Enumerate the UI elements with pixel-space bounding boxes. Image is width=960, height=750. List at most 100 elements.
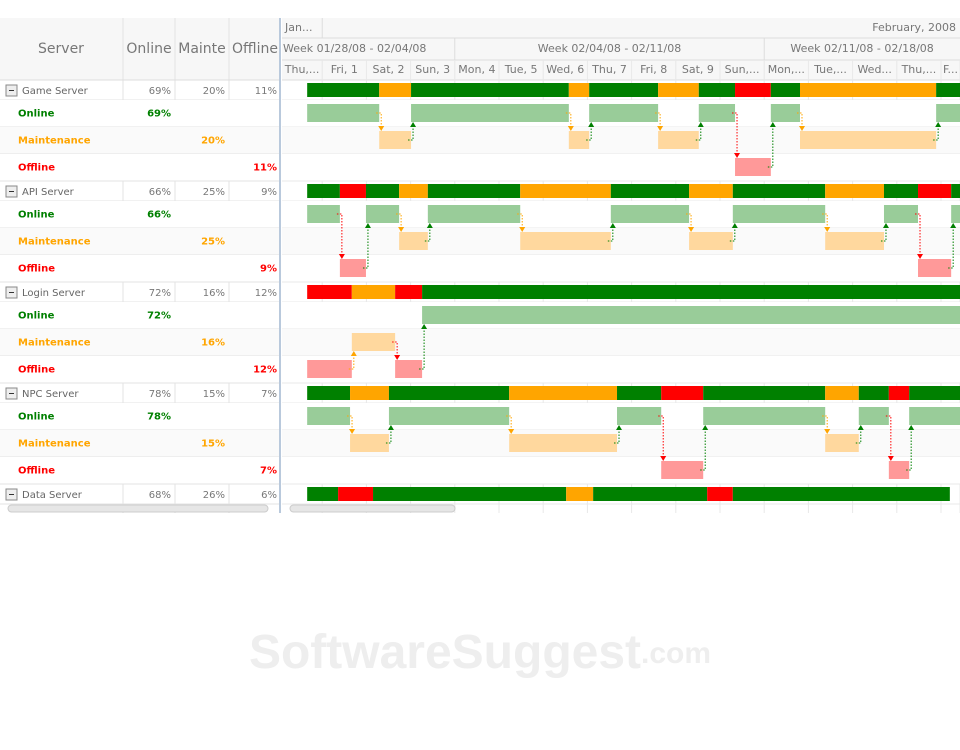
server-name: Data Server	[22, 490, 83, 501]
dependency-arrow	[688, 227, 695, 232]
summary-bar	[307, 285, 352, 299]
summary-bar	[909, 386, 960, 400]
server-name: Game Server	[22, 86, 89, 97]
column-header: Online	[126, 41, 171, 57]
day-label: Sat, 9	[682, 63, 714, 76]
row-bg	[282, 154, 960, 181]
summary-bar	[689, 184, 733, 198]
detail-bar	[909, 407, 960, 425]
summary-bar	[610, 184, 690, 198]
server-percent: 69%	[149, 86, 171, 97]
watermark-suffix: .com	[641, 637, 711, 670]
dependency-arrow	[887, 456, 894, 461]
column-header: Mainte	[178, 41, 226, 57]
week-label: Week 02/04/08 - 02/11/08	[538, 42, 681, 55]
row-bg	[0, 201, 280, 228]
state-value: 15%	[201, 439, 225, 450]
summary-bar	[617, 386, 662, 400]
detail-bar	[698, 104, 736, 122]
dependency-arrow	[421, 324, 428, 329]
watermark: SoftwareSuggest.com	[249, 626, 711, 679]
summary-bar	[800, 83, 937, 97]
dependency-arrow	[394, 355, 401, 360]
state-label: Maintenance	[18, 136, 91, 147]
day-label: Thu,...	[901, 63, 937, 76]
summary-bar	[338, 487, 374, 501]
dependency-arrow	[824, 227, 831, 232]
timeline-scrollbar[interactable]	[289, 504, 456, 513]
detail-bar	[888, 461, 910, 479]
dependency-arrow	[734, 153, 741, 158]
detail-bar	[735, 158, 771, 176]
timeline: Jan... February, 2008 Week 01/28/08 - 02/0…	[282, 18, 960, 513]
detail-bar	[825, 232, 884, 250]
summary-bar	[658, 83, 699, 97]
row-bg	[0, 403, 280, 430]
row-bg	[0, 457, 280, 484]
detail-bar	[568, 131, 590, 149]
server-name: NPC Server	[22, 389, 79, 400]
state-label: Online	[18, 109, 55, 120]
server-percent: 16%	[203, 288, 225, 299]
summary-bar	[307, 184, 340, 198]
detail-bar	[825, 434, 859, 452]
detail-bar	[307, 104, 380, 122]
state-value: 78%	[147, 412, 171, 423]
week-label: Week 02/11/08 - 02/18/08	[790, 42, 933, 55]
row-bg	[282, 457, 960, 484]
summary-bar	[422, 285, 960, 299]
detail-bar	[883, 205, 919, 223]
day-label: Mon,...	[768, 63, 805, 76]
dependency-arrow	[426, 223, 433, 228]
summary-bar	[825, 184, 884, 198]
grid-scrollbar[interactable]	[7, 504, 269, 513]
dependency-arrow	[588, 122, 595, 127]
detail-bar	[307, 360, 352, 378]
summary-bar	[936, 83, 960, 97]
dependency-arrow	[616, 425, 623, 430]
summary-bar	[707, 487, 733, 501]
dependency-arrow	[378, 126, 385, 131]
server-name: API Server	[22, 187, 75, 198]
summary-bar	[918, 184, 952, 198]
dependency-arrow	[950, 223, 957, 228]
detail-bar	[411, 104, 569, 122]
summary-bar	[373, 487, 567, 501]
detail-bar	[770, 104, 801, 122]
timeline-header-bg	[282, 18, 960, 80]
summary-bar	[307, 487, 339, 501]
dependency-arrow	[917, 254, 924, 259]
detail-bar	[918, 259, 952, 277]
column-header: Server	[38, 41, 84, 57]
dependency-arrow	[908, 425, 915, 430]
dependency-arrow	[519, 227, 526, 232]
state-value: 11%	[253, 163, 277, 174]
summary-bar	[388, 386, 510, 400]
detail-bar	[658, 131, 699, 149]
server-percent: 68%	[149, 490, 171, 501]
detail-bar	[689, 232, 733, 250]
dependency-arrow	[349, 429, 356, 434]
detail-bar	[520, 232, 611, 250]
dependency-arrow	[508, 429, 515, 434]
dependency-arrow	[338, 254, 345, 259]
row-bg	[0, 255, 280, 282]
state-label: Offline	[18, 466, 55, 477]
dependency-arrow	[731, 223, 738, 228]
dependency-arrow	[799, 126, 806, 131]
month-label: Jan...	[284, 21, 312, 34]
detail-bar	[610, 205, 690, 223]
summary-bar	[703, 386, 826, 400]
state-value: 16%	[201, 338, 225, 349]
grid: Server Online Mainte Offline Game Server 69% 2…	[0, 18, 280, 513]
detail-bar	[379, 131, 412, 149]
state-value: 66%	[147, 210, 171, 221]
watermark-brand: SoftwareSuggest	[249, 626, 641, 679]
state-label: Maintenance	[18, 237, 91, 248]
dependency-arrow	[387, 425, 394, 430]
summary-bar	[566, 487, 594, 501]
summary-bar	[411, 83, 569, 97]
grid-header-bg	[0, 18, 280, 80]
row-bg	[282, 255, 960, 282]
